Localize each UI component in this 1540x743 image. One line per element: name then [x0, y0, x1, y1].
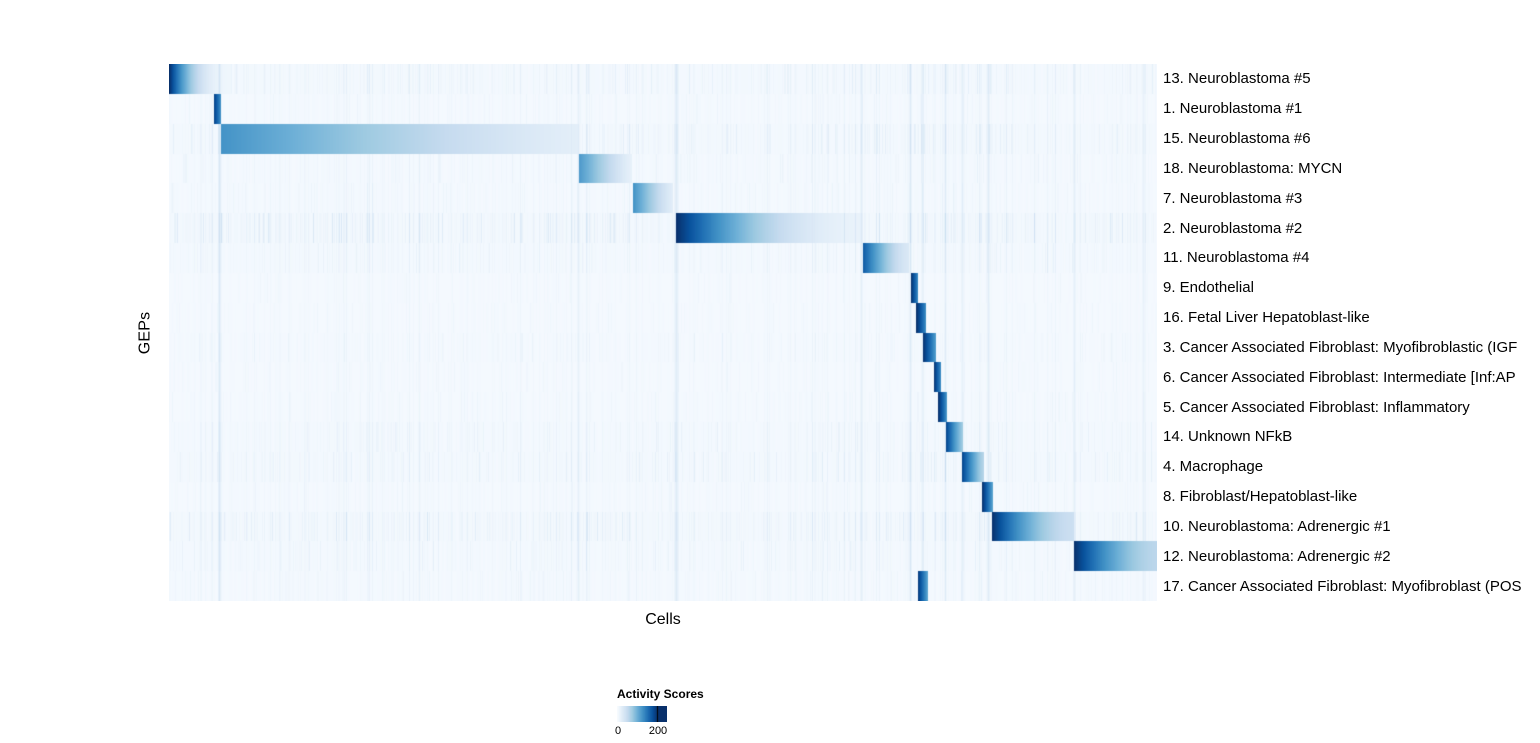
colorbar-legend: Activity Scores 0 200: [614, 687, 704, 738]
row-label: 10. Neuroblastoma: Adrenergic #1: [1163, 517, 1391, 535]
row-label: 8. Fibroblast/Hepatoblast-like: [1163, 488, 1358, 506]
row-labels: 13. Neuroblastoma #5 1. Neuroblastoma #1 1…: [1163, 64, 1540, 601]
y-axis-label: GEPs: [136, 311, 153, 354]
row-label: 16. Fetal Liver Hepatoblast-like: [1163, 309, 1370, 327]
row-label: 1. Neuroblastoma #1: [1163, 100, 1303, 118]
row-label: 3. Cancer Associated Fibroblast: Myofibr…: [1163, 338, 1518, 356]
row-label: 14. Unknown NFkB: [1163, 428, 1293, 446]
row-label: 9. Endothelial: [1163, 279, 1254, 297]
row-label: 12. Neuroblastoma: Adrenergic #2: [1163, 547, 1391, 565]
row-label: 5. Cancer Associated Fibroblast: Inflamm…: [1163, 398, 1470, 416]
row-label: 7. Neuroblastoma #3: [1163, 189, 1303, 207]
row-label: 6. Cancer Associated Fibroblast: Interme…: [1163, 368, 1516, 386]
colorbar-max-label: 200: [648, 725, 668, 737]
row-label: 13. Neuroblastoma #5: [1163, 70, 1311, 88]
row-label: 15. Neuroblastoma #6: [1163, 130, 1311, 148]
row-label: 18. Neuroblastoma: MYCN: [1163, 159, 1343, 177]
row-label: 17. Cancer Associated Fibroblast: Myofib…: [1163, 577, 1522, 595]
y-axis-label-wrap: GEPs: [128, 64, 162, 601]
colorbar-min-label: 0: [614, 725, 622, 737]
x-axis-label: Cells: [645, 611, 681, 628]
colorbar-canvas: [617, 706, 667, 722]
row-label: 11. Neuroblastoma #4: [1163, 249, 1310, 267]
legend-title: Activity Scores: [617, 687, 704, 701]
colorbar-labels: 0 200: [614, 725, 704, 738]
row-label: 2. Neuroblastoma #2: [1163, 219, 1303, 237]
row-label: 4. Macrophage: [1163, 458, 1264, 476]
heatmap-canvas: [169, 64, 1157, 601]
